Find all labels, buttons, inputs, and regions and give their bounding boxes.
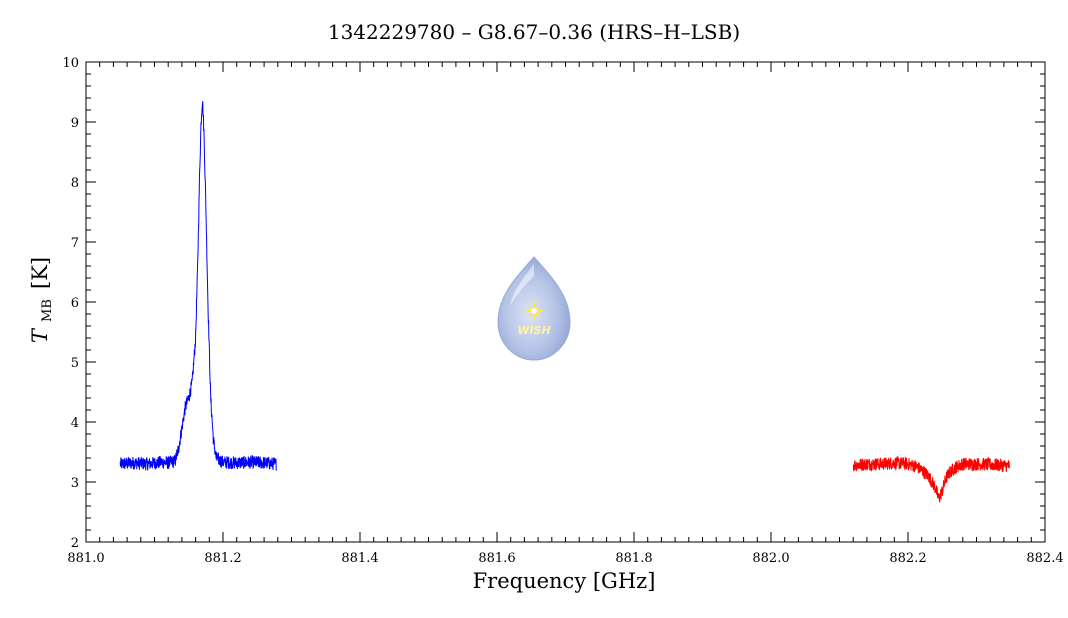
x-axis-label: Frequency [GHz]	[473, 569, 656, 593]
x-tick-label: 881.8	[615, 551, 652, 566]
y-tick-label: 8	[71, 176, 79, 191]
y-tick-label: 9	[71, 116, 79, 131]
y-tick-label: 10	[62, 56, 79, 71]
star-icon	[525, 302, 543, 320]
y-tick-label: 6	[71, 296, 79, 311]
y-axis-label: T MB [K]	[28, 257, 55, 343]
x-tick-label: 882.4	[1026, 551, 1063, 566]
y-tick-label: 5	[71, 356, 79, 371]
series-line-1	[119, 101, 277, 471]
x-tick-label: 881.0	[67, 551, 104, 566]
series-line-2	[852, 455, 1010, 503]
y-tick-label: 7	[71, 236, 79, 251]
y-axis-label-unit: [K]	[28, 257, 52, 289]
plot-series	[119, 101, 1010, 503]
axes: 881.0 881.2 881.4 881.6 881.8 882.0 882.2 882.4…	[62, 56, 1063, 566]
chart-title: 1342229780 – G8.67–0.36 (HRS–H–LSB)	[328, 20, 740, 44]
wish-logo: WISH	[497, 256, 571, 361]
x-tick-label: 881.2	[204, 551, 241, 566]
x-tick-label: 881.4	[341, 551, 378, 566]
y-axis-label-symbol: T	[28, 327, 52, 343]
y-axis-label-subscript: MB	[40, 299, 55, 322]
x-tick-label: 882.0	[752, 551, 789, 566]
y-tick-label: 4	[71, 416, 79, 431]
logo-text: WISH	[517, 324, 550, 337]
y-tick-label: 3	[71, 476, 79, 491]
y-tick-label: 2	[71, 536, 79, 551]
star-core	[531, 308, 537, 314]
x-tick-label: 882.2	[889, 551, 926, 566]
x-tick-label: 881.6	[478, 551, 515, 566]
